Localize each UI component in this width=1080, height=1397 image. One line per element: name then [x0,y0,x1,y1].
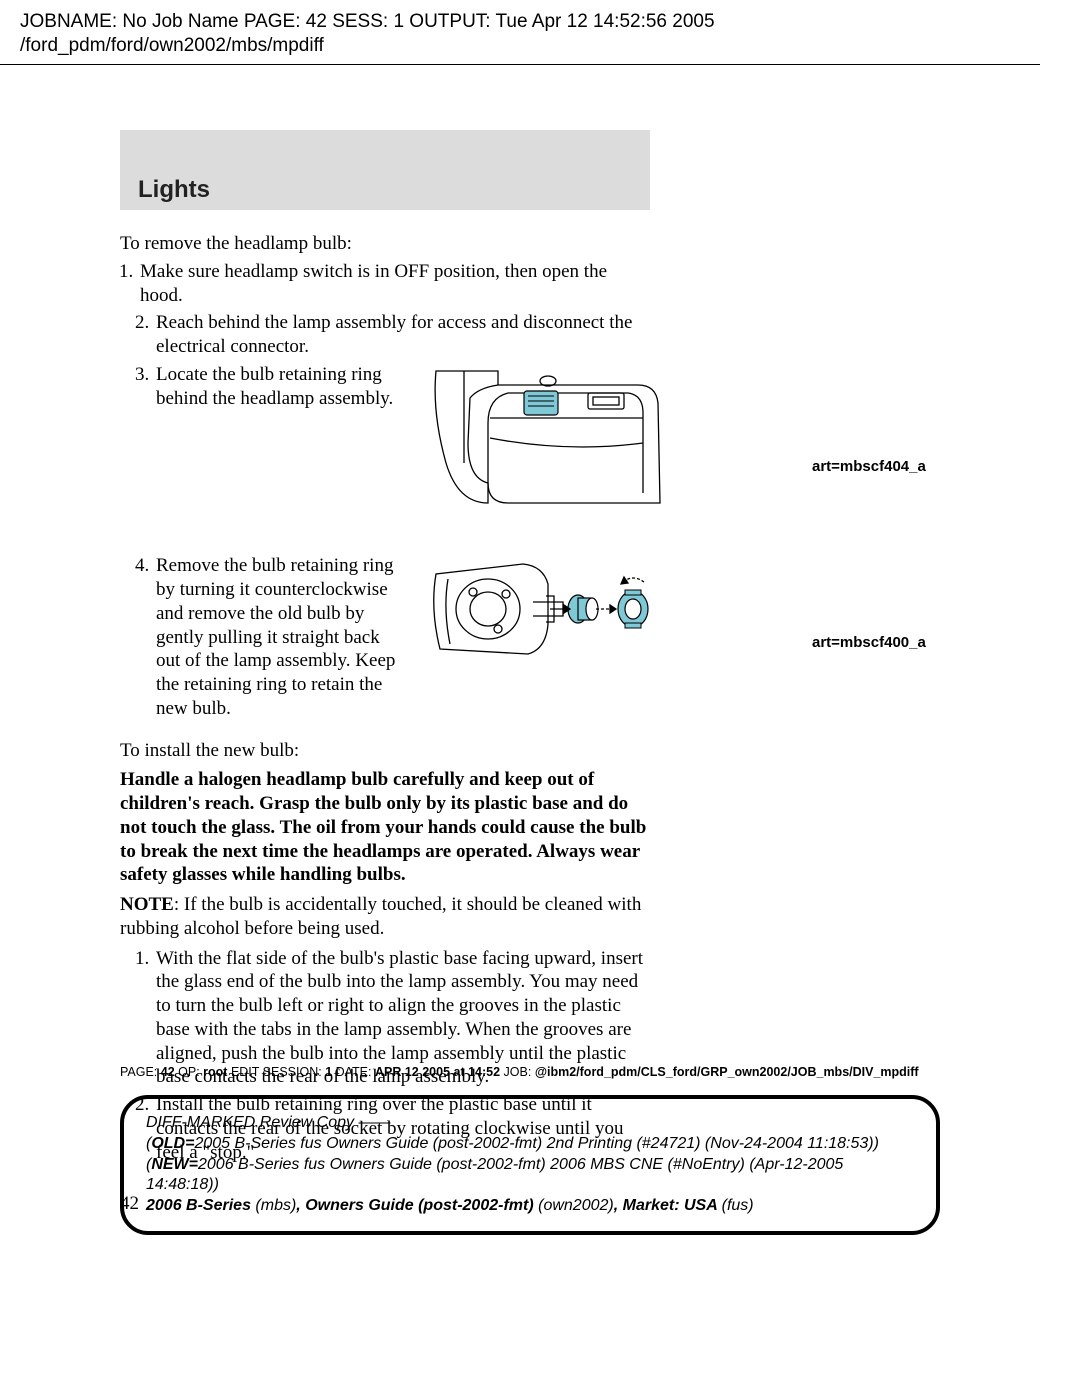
jobheader-line2: /ford_pdm/ford/own2002/mbs/mpdiff [20,34,1040,58]
fm-op-val: root [203,1065,227,1079]
section-header-bar: Lights [120,130,650,210]
fm-job-lbl: JOB: [500,1065,535,1079]
fm-job-val: @ibm2/ford_pdm/CLS_ford/GRP_own2002/JOB_… [535,1065,919,1079]
jobheader-line1: JOBNAME: No Job Name PAGE: 42 SESS: 1 OU… [20,10,1040,34]
page-body: Lights To remove the headlamp bulb: Make… [120,130,940,1216]
intro-install: To install the new bulb: [120,739,650,763]
r4b: (mbs) [255,1197,296,1214]
review-line4: 2006 B-Series (mbs), Owners Guide (post-… [146,1196,914,1217]
note-label: NOTE [120,894,174,915]
intro-remove: To remove the headlamp bulb: [120,232,650,256]
review-title: DIFF-MARKED Review Copy —— [146,1113,914,1134]
r4d: (own2002) [538,1197,614,1214]
fm-page-val: 42 [161,1065,175,1079]
remove-steps-list: Make sure headlamp switch is in OFF posi… [154,260,650,721]
review-copy-box: DIFF-MARKED Review Copy —— (OLD=2005 B-S… [120,1095,940,1235]
review-new-line: (NEW=2006 B-Series fus Owners Guide (pos… [146,1155,914,1197]
art-label-2: art=mbscf400_a [812,634,926,651]
halogen-warning: Handle a halogen headlamp bulb carefully… [120,768,650,887]
remove-step-2: Reach behind the lamp assembly for acces… [154,311,650,359]
fm-date-lbl: DATE: [332,1065,375,1079]
remove-step-3-text: Locate the bulb retaining ring behind th… [156,363,400,411]
fm-page-lbl: PAGE: [120,1065,161,1079]
footer-metadata: PAGE: 42 OP: root EDIT SESSION: 1 DATE: … [120,1065,940,1079]
fm-edit-lbl: EDIT SESSION: [227,1065,325,1079]
review-old-line: (OLD=2005 B-Series fus Owners Guide (pos… [146,1134,914,1155]
review-old-label: OLD= [151,1135,194,1152]
review-old-text: 2005 B-Series fus Owners Guide (post-200… [194,1135,879,1152]
figure-headlamp-location [428,363,664,513]
fm-date-val: APR 12 2005 at 14:52 [375,1065,500,1079]
remove-step-1: Make sure headlamp switch is in OFF posi… [138,260,650,308]
r4f: USA [684,1197,722,1214]
remove-step-3: Locate the bulb retaining ring behind th… [154,363,650,551]
r4e: , Market: [614,1197,684,1214]
remove-step-4-text: Remove the bulb retaining ring by turnin… [156,554,400,720]
review-new-label: NEW= [151,1156,198,1173]
remove-step-4: Remove the bulb retaining ring by turnin… [154,554,650,720]
note-text: : If the bulb is accidentally touched, i… [120,894,641,939]
r4g: (fus) [722,1197,754,1214]
art-label-1: art=mbscf404_a [812,458,926,475]
figure-bulb-removal [428,554,664,664]
fm-op-lbl: OP: [175,1065,203,1079]
review-new-text: 2006 B-Series fus Owners Guide (post-200… [146,1156,843,1194]
r4a: 2006 B-Series [146,1197,255,1214]
section-title: Lights [138,176,210,204]
job-header: JOBNAME: No Job Name PAGE: 42 SESS: 1 OU… [0,0,1040,65]
r4c: , Owners Guide (post-2002-fmt) [296,1197,538,1214]
note-paragraph: NOTE: If the bulb is accidentally touche… [120,893,650,941]
